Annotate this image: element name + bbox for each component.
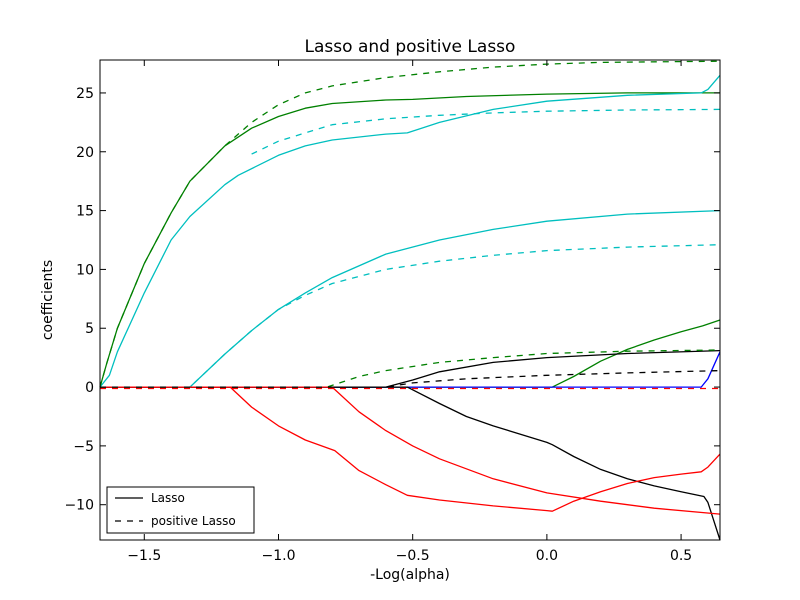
- series-line-11: [100, 244, 721, 388]
- series-line-12: [100, 349, 721, 388]
- series-line-2: [100, 209, 721, 388]
- y-tick-label-0: −10: [64, 498, 94, 514]
- y-tick-label-3: 5: [85, 321, 94, 337]
- y-axis-label: coefficients: [40, 260, 56, 340]
- series-line-5: [100, 351, 721, 388]
- series-line-9: [99, 60, 721, 388]
- series-layer: [99, 60, 721, 541]
- legend-positive-lasso-label: positive Lasso: [151, 514, 236, 528]
- series-line-8: [100, 386, 721, 515]
- ticks-layer: −1.5 −1.0 −0.5 0.0 0.5 −10 −5 0 5 10 15 20 25: [64, 60, 720, 564]
- series-line-3: [100, 319, 721, 388]
- series-line-6: [100, 386, 721, 541]
- legend-box: [106, 486, 255, 534]
- chart-title: Lasso and positive Lasso: [305, 37, 516, 57]
- y-tick-label-1: −5: [73, 439, 94, 455]
- x-tick-label-3: 0.0: [536, 548, 558, 564]
- y-tick-label-6: 20: [76, 145, 94, 161]
- x-tick-label-4: 0.5: [670, 548, 692, 564]
- series-line-10: [251, 108, 721, 155]
- y-tick-label-7: 25: [76, 86, 94, 102]
- y-tick-label-4: 10: [76, 262, 94, 278]
- x-tick-label-0: −1.5: [127, 548, 161, 564]
- y-tick-label-5: 15: [76, 204, 94, 220]
- x-axis-label: -Log(alpha): [370, 567, 450, 583]
- series-line-1: [99, 74, 721, 388]
- series-line-0: [99, 92, 720, 388]
- plot-frame: [99, 59, 721, 541]
- legend-lasso-label: Lasso: [151, 491, 185, 505]
- series-line-4: [100, 349, 721, 388]
- x-tick-label-2: −0.5: [396, 548, 430, 564]
- y-tick-label-2: 0: [85, 380, 94, 396]
- legend: Lasso positive Lasso: [106, 486, 255, 534]
- series-line-7: [100, 386, 721, 512]
- x-tick-label-1: −1.0: [261, 548, 295, 564]
